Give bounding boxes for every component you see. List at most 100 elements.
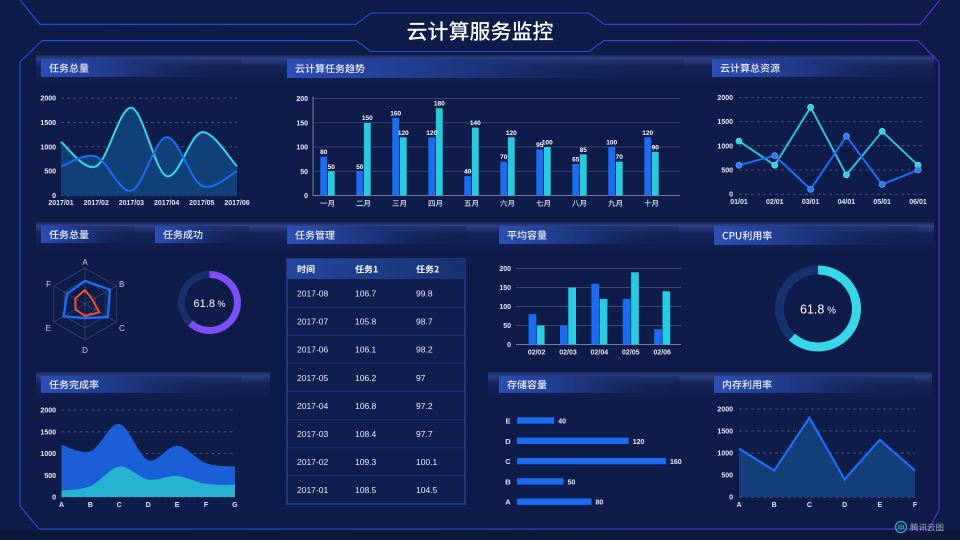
svg-text:E: E [877, 502, 882, 509]
svg-text:C: C [119, 324, 125, 333]
svg-text:100: 100 [542, 140, 553, 147]
svg-text:109.3: 109.3 [355, 457, 377, 467]
svg-text:F: F [46, 280, 51, 289]
svg-text:61.8 %: 61.8 % [194, 298, 226, 310]
svg-text:120: 120 [642, 130, 653, 137]
svg-text:120: 120 [633, 439, 645, 446]
svg-text:A: A [505, 498, 511, 507]
svg-text:F: F [204, 502, 209, 509]
svg-text:500: 500 [721, 473, 733, 480]
svg-text:61.8 %: 61.8 % [800, 303, 836, 317]
svg-text:03/01: 03/01 [802, 199, 820, 206]
svg-text:97.7: 97.7 [416, 429, 433, 439]
svg-text:E: E [505, 417, 510, 426]
svg-text:1500: 1500 [40, 429, 56, 436]
svg-text:D: D [146, 502, 151, 509]
svg-text:2000: 2000 [40, 96, 56, 103]
svg-text:2017/03: 2017/03 [119, 200, 144, 207]
svg-text:150: 150 [296, 120, 308, 127]
svg-text:120: 120 [426, 130, 437, 137]
svg-text:160: 160 [390, 110, 401, 117]
svg-text:80: 80 [596, 500, 604, 507]
svg-text:0: 0 [52, 495, 56, 502]
svg-text:2017-03: 2017-03 [297, 429, 328, 439]
svg-text:500: 500 [44, 169, 56, 176]
svg-text:150: 150 [499, 285, 511, 292]
svg-text:500: 500 [721, 168, 733, 175]
svg-text:50: 50 [300, 169, 308, 176]
svg-text:70: 70 [500, 154, 508, 161]
svg-text:C: C [807, 502, 812, 509]
svg-text:2017-04: 2017-04 [297, 401, 328, 411]
svg-text:E: E [46, 324, 51, 333]
svg-text:500: 500 [44, 473, 56, 480]
svg-text:B: B [119, 280, 124, 289]
svg-text:B: B [88, 502, 93, 509]
svg-text:2017/06: 2017/06 [224, 200, 249, 207]
svg-text:1000: 1000 [717, 143, 733, 150]
svg-text:2017/02: 2017/02 [84, 200, 109, 207]
svg-text:2000: 2000 [717, 95, 733, 102]
svg-text:F: F [913, 502, 918, 509]
svg-text:100: 100 [606, 140, 617, 147]
svg-text:2017-01: 2017-01 [297, 485, 328, 495]
svg-text:106.1: 106.1 [355, 345, 377, 355]
svg-text:A: A [59, 502, 64, 509]
svg-text:D: D [82, 346, 88, 355]
svg-text:200: 200 [499, 266, 511, 273]
svg-text:E: E [175, 502, 180, 509]
svg-text:0: 0 [729, 495, 733, 502]
svg-text:2017-02: 2017-02 [297, 457, 328, 467]
svg-text:2017/01: 2017/01 [48, 200, 73, 207]
svg-text:C: C [117, 502, 122, 509]
svg-text:97: 97 [416, 373, 426, 383]
svg-text:0: 0 [507, 342, 511, 349]
svg-text:A: A [82, 258, 88, 267]
svg-text:90: 90 [652, 144, 660, 151]
svg-text:04/01: 04/01 [838, 199, 856, 206]
svg-text:2017/05: 2017/05 [189, 200, 214, 207]
svg-text:106.8: 106.8 [355, 401, 377, 411]
svg-text:95: 95 [536, 142, 544, 149]
svg-text:2000: 2000 [717, 407, 733, 414]
svg-text:1500: 1500 [717, 119, 733, 126]
svg-text:65: 65 [572, 157, 580, 164]
svg-text:150: 150 [362, 115, 373, 122]
svg-text:02/05: 02/05 [622, 350, 640, 357]
svg-text:B: B [772, 502, 777, 509]
svg-text:99.8: 99.8 [416, 289, 433, 299]
svg-text:108.4: 108.4 [355, 429, 377, 439]
svg-text:105.8: 105.8 [355, 317, 377, 327]
svg-text:80: 80 [320, 149, 328, 156]
svg-text:1500: 1500 [717, 429, 733, 436]
svg-text:2017/04: 2017/04 [154, 200, 179, 207]
svg-text:2017-06: 2017-06 [297, 345, 328, 355]
svg-text:1500: 1500 [40, 120, 56, 127]
svg-text:160: 160 [670, 459, 682, 466]
svg-text:50: 50 [503, 323, 511, 330]
svg-text:70: 70 [616, 154, 624, 161]
svg-text:05/01: 05/01 [873, 199, 891, 206]
svg-text:180: 180 [434, 101, 445, 108]
svg-text:200: 200 [296, 96, 308, 103]
svg-text:06/01: 06/01 [909, 199, 927, 206]
svg-text:1000: 1000 [40, 144, 56, 151]
svg-text:40: 40 [558, 419, 566, 426]
svg-text:1000: 1000 [40, 451, 56, 458]
svg-text:02/06: 02/06 [653, 350, 671, 357]
svg-text:02/02: 02/02 [528, 350, 546, 357]
svg-text:100: 100 [296, 145, 308, 152]
svg-text:02/03: 02/03 [559, 350, 577, 357]
svg-text:100: 100 [499, 304, 511, 311]
svg-text:1000: 1000 [717, 451, 733, 458]
svg-text:02/04: 02/04 [591, 350, 609, 357]
svg-text:85: 85 [580, 147, 588, 154]
svg-text:D: D [842, 502, 847, 509]
svg-text:120: 120 [398, 130, 409, 137]
svg-text:D: D [505, 437, 511, 446]
svg-text:2017-05: 2017-05 [297, 373, 328, 383]
svg-text:50: 50 [356, 164, 364, 171]
svg-text:98.7: 98.7 [416, 317, 433, 327]
svg-text:98.2: 98.2 [416, 345, 433, 355]
svg-text:104.5: 104.5 [416, 485, 438, 495]
